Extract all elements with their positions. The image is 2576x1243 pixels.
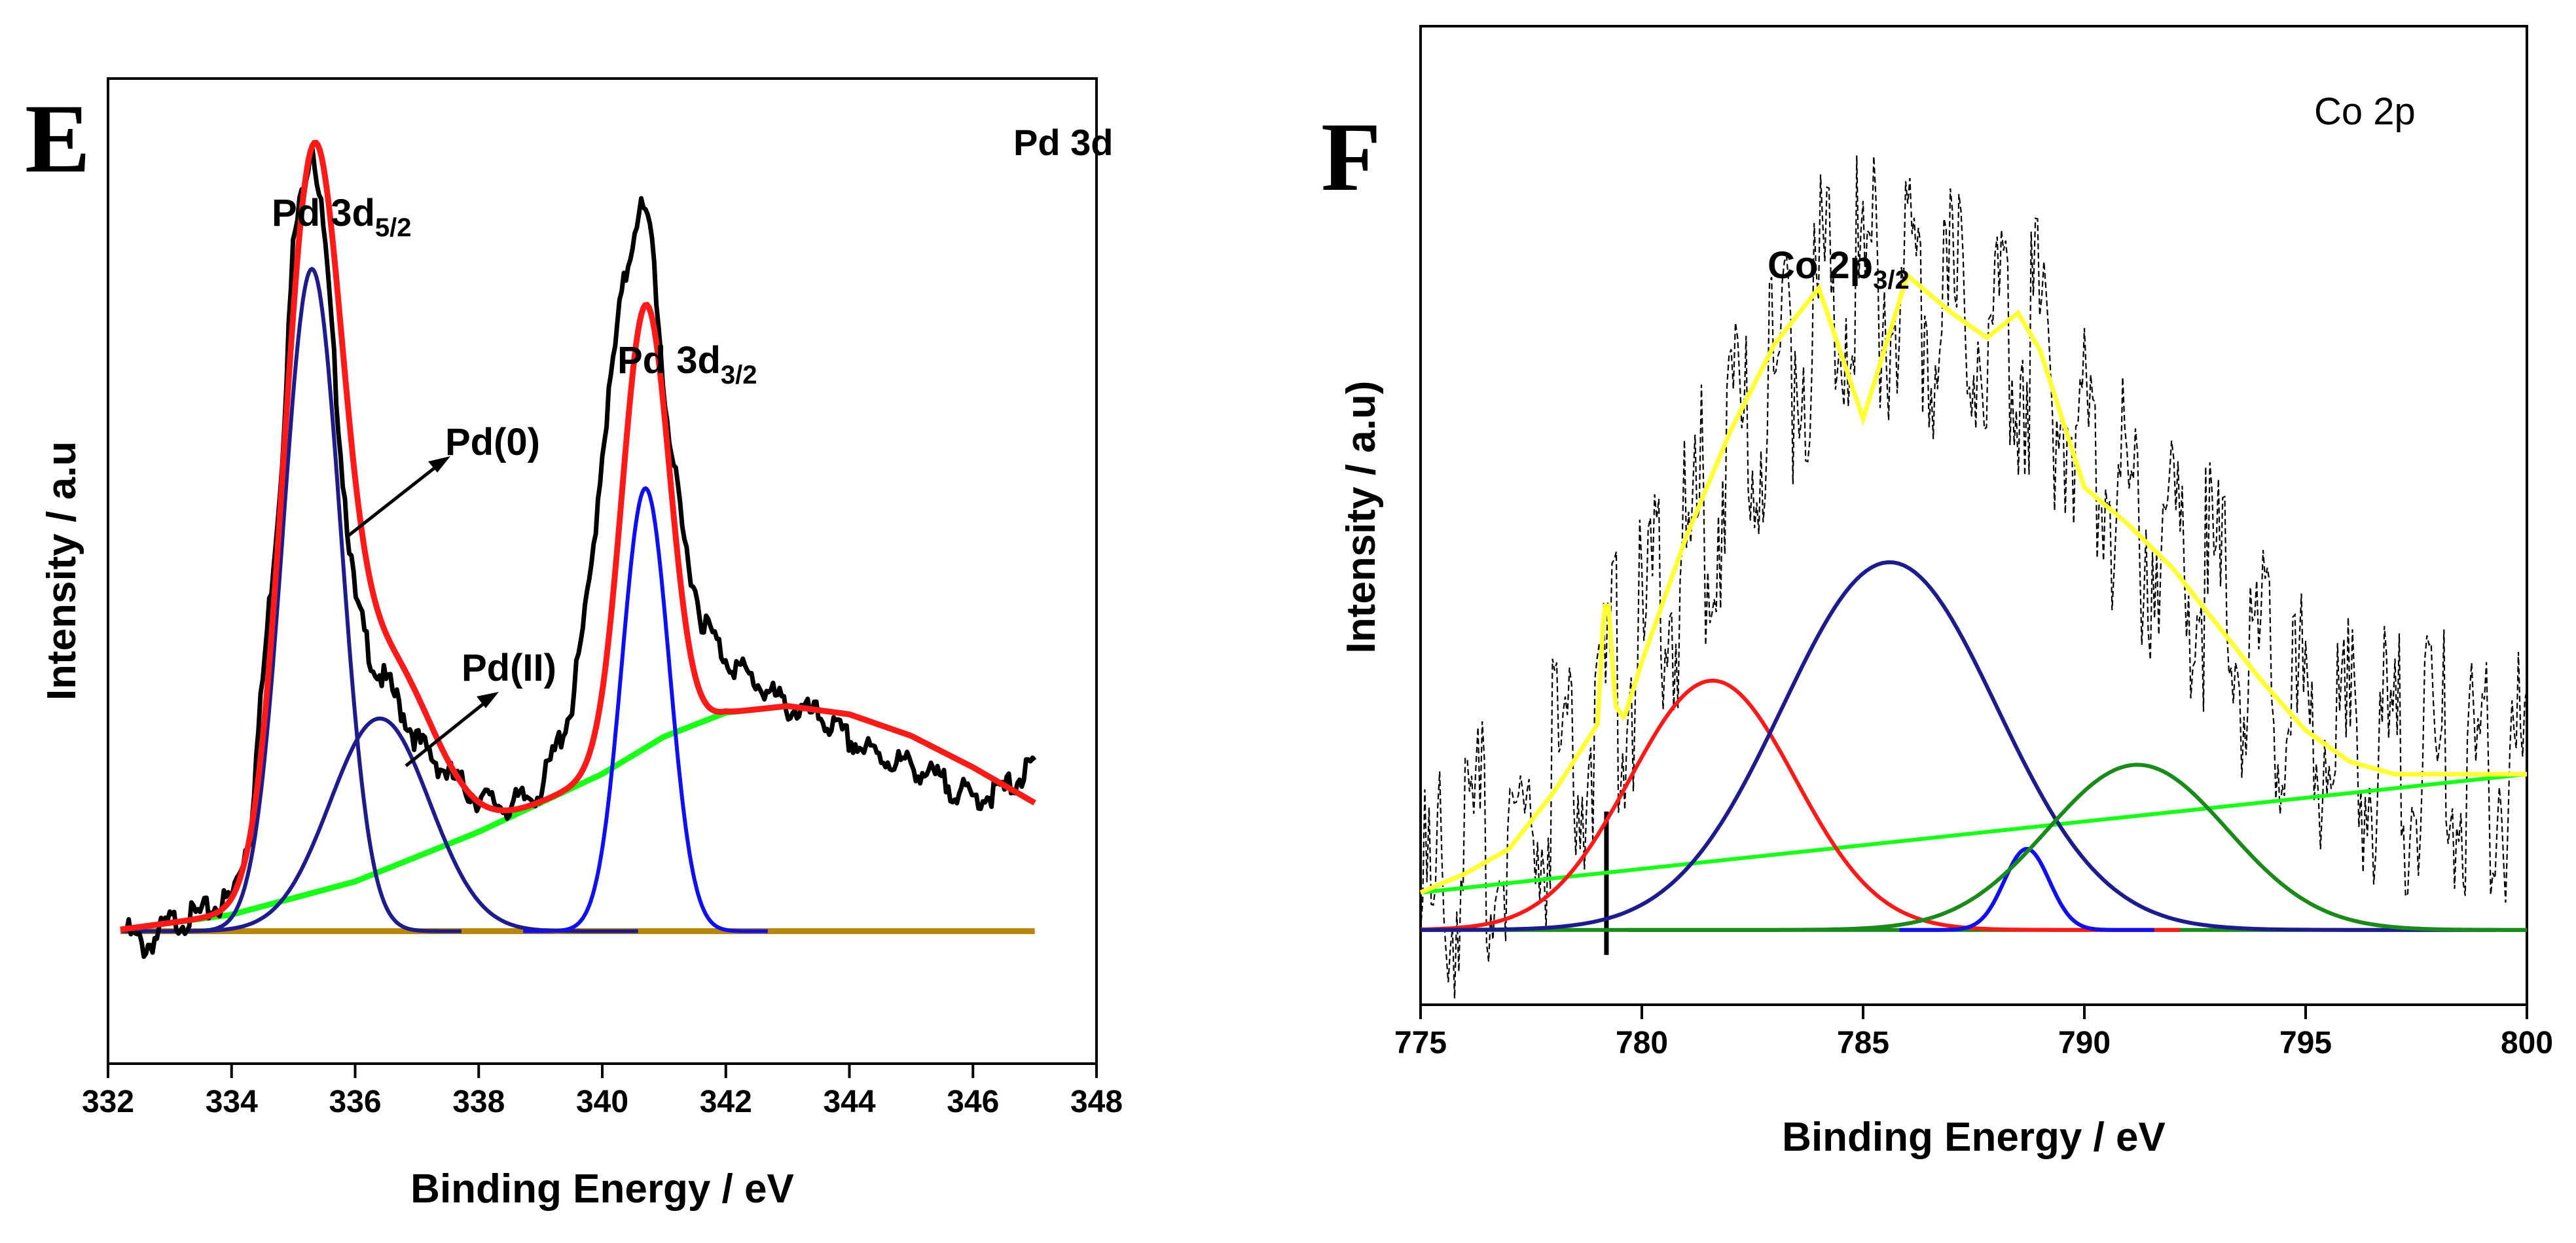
peak-label-co-2p32: Co 2p3/2 [1768, 244, 1910, 295]
x-axis-label-e: Binding Energy / eV [410, 1166, 794, 1212]
pd0-3d32-component-curve [523, 486, 768, 933]
pd0-arrow [346, 463, 440, 538]
peak-label-pd-3d32-sub: 3/2 [721, 361, 757, 389]
x-tick-label-338: 338 [452, 1085, 505, 1119]
x-axis-label-f: Binding Energy / eV [1782, 1115, 2166, 1160]
x-tick-label-790: 790 [2058, 1026, 2111, 1060]
x-tick-label-780: 780 [1616, 1026, 1668, 1060]
peak-label-co-2p32-main: Co 2p [1768, 244, 1873, 287]
x-tick-label-334: 334 [206, 1085, 258, 1119]
x-tick-label-332: 332 [82, 1085, 134, 1119]
y-axis-label-e: Intensity / a.u [39, 441, 84, 700]
pd2-3d52-component-curve [121, 716, 638, 933]
plot-frame-e [107, 77, 1098, 1065]
pd2-annotation: Pd(II) [462, 647, 556, 689]
peak-label-co-2p32-sub: 3/2 [1873, 266, 1910, 295]
panel-letter-e: E [25, 84, 90, 193]
peak1-component-curve [1420, 678, 2180, 932]
peak2-component-curve [1421, 560, 2495, 932]
chart-title-f: Co 2p [2314, 90, 2416, 133]
x-ticks-f [1419, 1005, 2528, 1019]
x-tick-label-344: 344 [823, 1085, 875, 1119]
raw-data-curve-f [1419, 155, 2528, 999]
pd0-3d52-component-curve [162, 266, 462, 933]
peak-label-pd-3d32-main: Pd 3d [617, 339, 721, 382]
x-tick-label-348: 348 [1070, 1085, 1123, 1119]
x-tick-labels-e: 332 334 336 338 340 342 344 346 348 [82, 1085, 1123, 1119]
raw-data-curve-e [124, 147, 1037, 959]
background-curve-f [1420, 772, 2528, 895]
peak-label-pd-3d52-main: Pd 3d [272, 192, 375, 234]
pd0-annotation: Pd(0) [445, 421, 540, 463]
y-axis-label-f: Intensity / a.u) [1339, 381, 1384, 654]
panel-e: E Pd 3d 332 334 336 338 340 342 344 346 348 Pd 3… [25, 77, 1123, 1212]
fit-envelope-curve-e [120, 139, 1036, 933]
peak-label-pd-3d32: Pd 3d3/2 [617, 339, 757, 389]
panel-f: F Co 2p 775 780 785 790 795 800 Co 2p3/2 Bind… [1321, 25, 2553, 1160]
pd2-arrow [405, 699, 489, 767]
x-tick-label-800: 800 [2501, 1026, 2553, 1060]
x-tick-label-342: 342 [700, 1085, 752, 1119]
pd2-arrowhead-icon [477, 692, 499, 708]
x-tick-label-785: 785 [1837, 1026, 1889, 1060]
plot-frame-f [1419, 25, 2528, 1006]
panel-letter-f: F [1321, 103, 1381, 211]
fit-envelope-curve-f [1419, 271, 2527, 895]
x-tick-labels-f: 775 780 785 790 795 800 [1394, 1026, 2553, 1060]
peak-label-pd-3d52-sub: 5/2 [375, 213, 412, 242]
peak4-component-curve [1627, 763, 2527, 932]
x-tick-label-346: 346 [947, 1085, 999, 1119]
peak-label-pd-3d52: Pd 3d5/2 [272, 192, 412, 242]
x-ticks-e [107, 1064, 1098, 1078]
chart-title-e: Pd 3d [1013, 122, 1113, 163]
x-tick-label-775: 775 [1394, 1026, 1447, 1060]
pd0-arrowhead-icon [428, 456, 450, 473]
x-tick-label-795: 795 [2279, 1026, 2332, 1060]
peak3-component-curve [1899, 846, 2154, 932]
x-tick-label-340: 340 [576, 1085, 628, 1119]
x-tick-label-336: 336 [329, 1085, 381, 1119]
